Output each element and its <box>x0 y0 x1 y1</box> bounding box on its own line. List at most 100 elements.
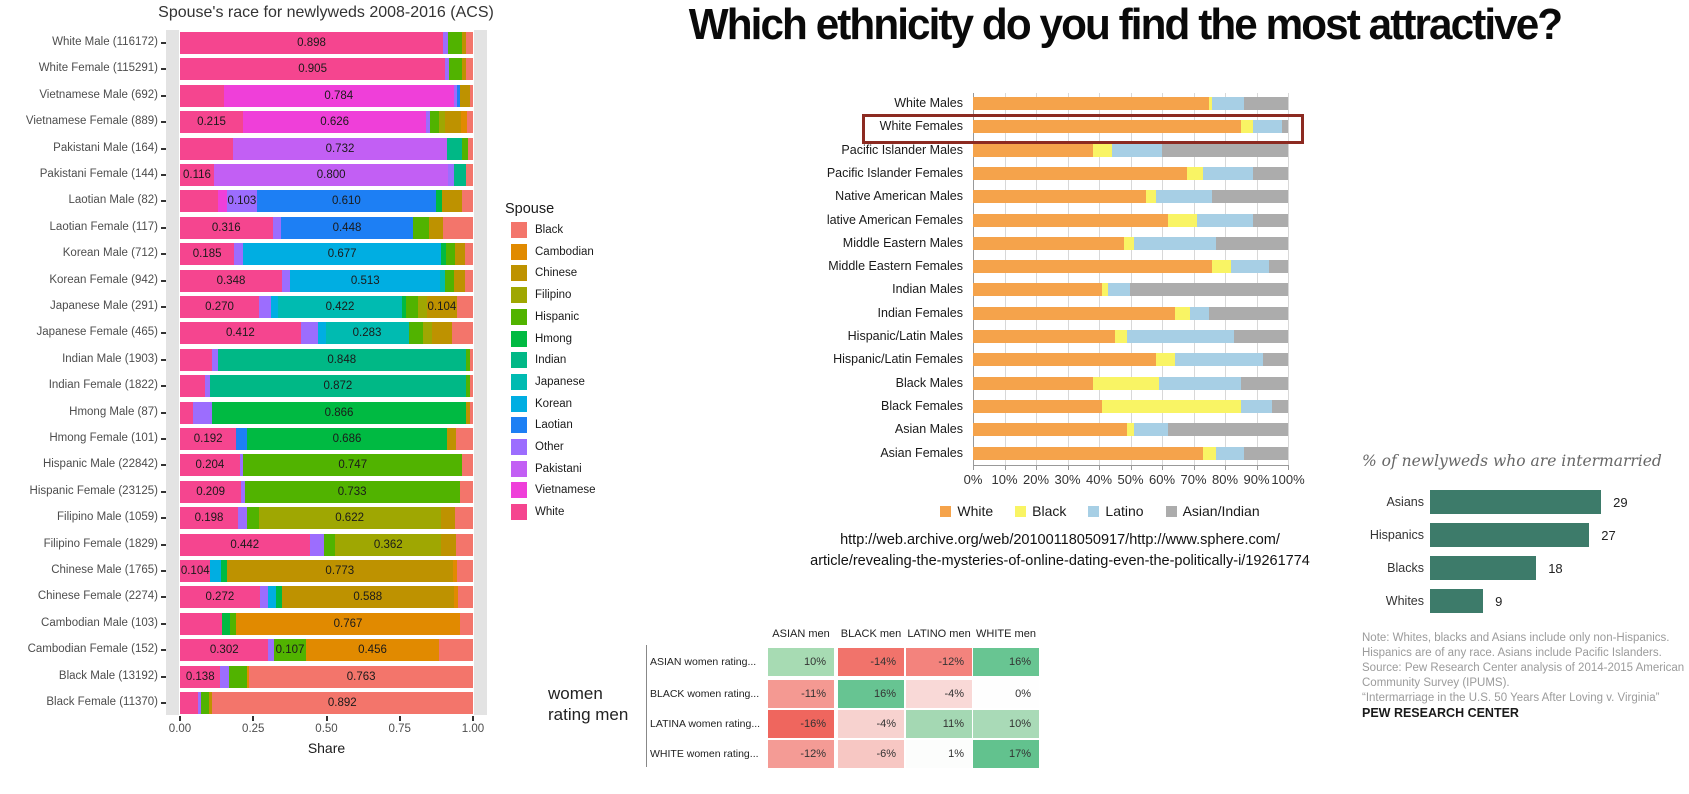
stacked-bar <box>973 166 1288 180</box>
gridline <box>1067 93 1069 465</box>
bar-segment-black <box>470 84 473 107</box>
segment-value-label: 0.677 <box>327 248 357 261</box>
stacked-bar: 0.784 <box>180 84 473 107</box>
row-label: Asian Males <box>894 422 963 437</box>
legend-swatch-cambodian <box>511 243 527 260</box>
stacked-bar: 0.302 0.107 0.456 <box>180 639 473 662</box>
segment-value-label: 0.732 <box>325 142 355 155</box>
legend-item-label: Chinese <box>535 267 578 280</box>
bar-segment-other <box>238 507 247 530</box>
bar-segment-latino <box>1212 97 1244 110</box>
x-axis-tick-mark <box>1162 465 1163 470</box>
row-label: Korean Female (942) <box>49 273 158 286</box>
bar-value-label: 18 <box>1548 561 1563 576</box>
segment-value-label: 0.622 <box>335 512 364 525</box>
legend-item-label: Asian/Indian <box>1182 503 1260 519</box>
bar-segment-asian-indian <box>1253 213 1288 227</box>
row-label: Chinese Female (2274) <box>37 590 158 603</box>
legend-item-label: White <box>957 503 994 519</box>
legend-swatch-white <box>511 504 527 521</box>
stacked-bar: 0.732 <box>180 137 473 160</box>
segment-value-label: 0.270 <box>205 301 234 313</box>
bar-segment-korean <box>318 322 326 345</box>
bar-segment-other <box>198 692 202 714</box>
heatmap-col-header: BLACK men <box>840 628 902 640</box>
row-label: White Males <box>894 96 963 110</box>
row-label: Hmong Female (101) <box>49 432 158 444</box>
source-url: http://web.archive.org/web/2010011805091… <box>770 530 1350 572</box>
row-label: Hispanic/Latin Females <box>833 352 963 367</box>
gridline <box>1004 93 1006 465</box>
segment-value-label: 0.422 <box>325 301 355 313</box>
heatmap-cell: 10% <box>973 710 1039 738</box>
segment-value-label: 0.442 <box>230 538 260 551</box>
stacked-bar: 0.185 0.677 <box>180 243 473 266</box>
bar-segment-latino <box>1202 166 1254 180</box>
stacked-bar <box>973 446 1288 460</box>
bar-segment-chinese <box>441 190 463 213</box>
bar-segment-hispanic <box>201 692 210 714</box>
bar-segment-white: 0.104 <box>180 560 211 582</box>
stacked-bar <box>973 283 1288 297</box>
segment-value-label: 0.747 <box>338 459 368 472</box>
x-axis-tick-mark <box>1004 465 1006 470</box>
x-axis-line <box>973 465 1288 466</box>
bar-segment-vietnamese: 0.626 <box>242 111 427 134</box>
bar-segment-other <box>234 243 243 266</box>
row-label: Japanese Female (465) <box>36 326 158 339</box>
bar-segment-black <box>470 348 473 371</box>
segment-value-label: 0.104 <box>180 565 210 577</box>
bar-segment-other <box>426 111 430 134</box>
source-url-line2: article/revealing-the-mysteries-of-onlin… <box>810 553 1310 569</box>
bar-segment-other <box>259 296 271 318</box>
legend-swatch-korean <box>511 395 527 412</box>
x-axis-tick-mark <box>1130 465 1132 470</box>
bar-segment-white <box>973 213 1169 227</box>
row-label: Cambodian Female (152) <box>27 643 158 656</box>
bar-segment-white <box>973 143 1093 157</box>
bar-segment-hispanic <box>447 32 463 54</box>
heatmap-col-header: ASIAN men <box>772 628 830 640</box>
legend-item-label: Vietnamese <box>535 484 596 497</box>
segment-value-label: 0.116 <box>183 169 211 181</box>
bar-segment-asian-indian <box>1215 236 1288 250</box>
bar-segment-indian <box>454 164 466 186</box>
stacked-bar: 0.348 0.513 <box>180 269 473 292</box>
row-label: Indian Males <box>892 282 963 297</box>
axis-tick <box>161 543 166 546</box>
stacked-bar: 0.412 0.283 <box>180 322 473 345</box>
x-axis-tick-mark <box>472 716 474 721</box>
bar-segment-white: 0.185 <box>180 243 235 266</box>
x-axis-tick-label: 40% <box>1085 472 1113 487</box>
segment-value-label: 0.412 <box>225 327 255 340</box>
legend-swatch-black <box>511 222 527 238</box>
x-axis-tick-mark <box>1036 465 1037 470</box>
x-axis-tick-label: 70% <box>1180 472 1207 487</box>
x-axis-tick-label: 0% <box>963 472 983 487</box>
bar-segment-vietnamese <box>218 190 227 213</box>
bar-segment-japanese: 0.422 <box>278 296 402 318</box>
segment-value-label: 0.204 <box>195 459 225 472</box>
pew-bar <box>1430 523 1590 547</box>
legend-swatch-latino <box>1088 505 1100 517</box>
heatmap-cell: 1% <box>906 740 972 768</box>
row-label: Hispanics <box>1369 528 1424 542</box>
stacked-bar: 0.898 <box>180 32 473 54</box>
bar-segment-black <box>462 190 473 213</box>
segment-value-label: 0.104 <box>427 301 457 313</box>
bar-segment-black <box>1202 446 1216 460</box>
row-label: Laotian Male (82) <box>68 194 159 207</box>
bar-segment-black <box>1092 376 1159 390</box>
bar-segment-hispanic <box>448 58 462 81</box>
bar-segment-black <box>458 586 473 609</box>
legend-item-label: White <box>535 506 565 519</box>
row-label: White Females <box>879 119 963 134</box>
stacked-bar: 0.104 0.773 <box>180 560 473 582</box>
bar-segment-chinese <box>461 58 466 81</box>
x-axis-tick-mark <box>325 716 328 721</box>
legend-item-label: Black <box>535 224 564 236</box>
bar-segment-hispanic: 0.747 <box>243 454 463 477</box>
stacked-bar: 0.138 0.763 <box>180 665 473 688</box>
pew-bar <box>1430 589 1484 613</box>
